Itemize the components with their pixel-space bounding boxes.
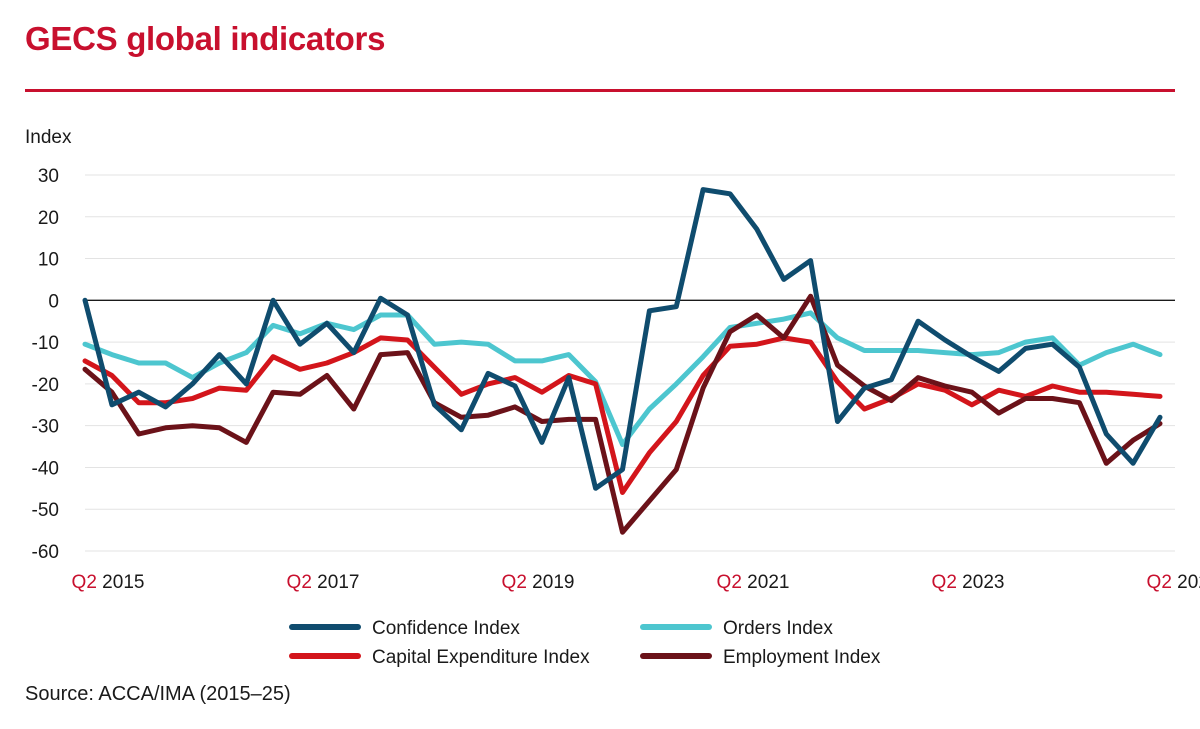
legend-label: Confidence Index xyxy=(372,618,520,639)
x-axis-ticks: Q2 2015 Q2 2017 Q2 2019 Q2 2021 Q2 2023 Q2 20… xyxy=(72,572,1200,593)
y-axis-label: Index xyxy=(25,127,72,148)
series-line-employment-index xyxy=(82,293,1163,535)
title-divider xyxy=(25,89,1175,92)
legend-label: Employment Index xyxy=(723,647,881,668)
y-tick-label: 0 xyxy=(48,291,59,312)
legend-label: Orders Index xyxy=(723,618,833,639)
x-tick-label: Q2 2017 xyxy=(287,572,360,593)
y-axis-ticks: 30 20 10 0 -10 -20 -30 -40 -50 -60 xyxy=(32,166,59,563)
series-lines xyxy=(82,187,1163,535)
y-tick-label: 30 xyxy=(38,166,59,187)
y-tick-label: -60 xyxy=(32,542,59,563)
series-line-confidence-index xyxy=(82,187,1163,491)
x-tick-label: Q2 2015 xyxy=(72,572,145,593)
source-note: Source: ACCA/IMA (2015–25) xyxy=(25,683,291,705)
y-tick-label: 20 xyxy=(38,208,59,229)
legend-label: Capital Expenditure Index xyxy=(372,647,590,668)
x-tick-label: Q2 2023 xyxy=(932,572,1005,593)
legend: Confidence Index Orders Index Capital Expe… xyxy=(289,618,881,668)
x-tick-label: Q2 2025 xyxy=(1147,572,1200,593)
x-tick-label: Q2 2019 xyxy=(502,572,575,593)
chart-title: GECS global indicators xyxy=(25,20,386,57)
x-tick-label: Q2 2021 xyxy=(717,572,790,593)
y-tick-label: -50 xyxy=(32,500,59,521)
y-tick-label: -10 xyxy=(32,333,59,354)
y-tick-label: 10 xyxy=(38,250,59,271)
y-tick-label: -20 xyxy=(32,375,59,396)
y-tick-label: -30 xyxy=(32,417,59,438)
y-tick-label: -40 xyxy=(32,458,59,479)
